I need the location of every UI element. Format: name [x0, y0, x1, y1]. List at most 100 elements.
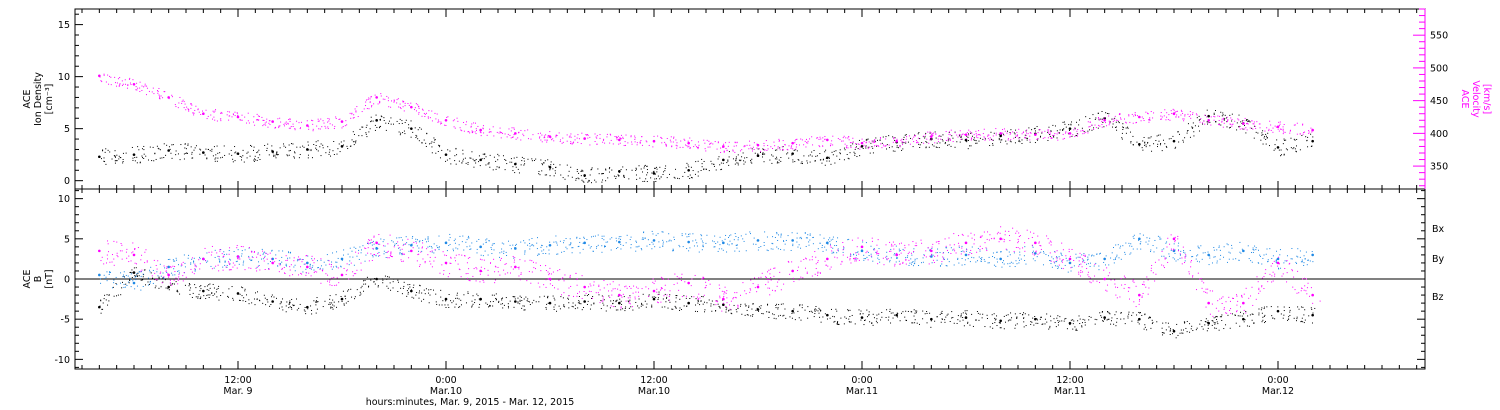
density-sample — [315, 147, 317, 149]
bx-sample — [460, 304, 462, 306]
by-sample — [173, 268, 175, 270]
bx-sample — [137, 272, 139, 274]
bx-sample — [1241, 315, 1243, 317]
density-sample — [763, 153, 765, 155]
density-sample — [215, 154, 217, 156]
by-sample — [715, 243, 717, 245]
density-sample — [776, 158, 778, 160]
density-sample — [618, 174, 620, 176]
density-sample — [340, 141, 342, 143]
density-sample — [787, 152, 789, 154]
density-sample — [757, 148, 759, 150]
velocity-sample — [1119, 113, 1121, 115]
bx-sample — [244, 290, 246, 292]
velocity-sample — [625, 134, 627, 136]
velocity-sample — [428, 110, 430, 112]
velocity-sample — [441, 122, 443, 124]
density-sample — [697, 171, 699, 173]
bx-sample — [800, 319, 802, 321]
density-sample — [855, 146, 857, 148]
by-sample — [501, 242, 503, 244]
bx-sample — [819, 316, 821, 318]
bx-sample — [264, 297, 266, 299]
by-sample — [604, 245, 606, 247]
density-sample — [1068, 124, 1070, 126]
density-sample — [1115, 126, 1117, 128]
bx-sample — [1084, 321, 1086, 323]
by-sample — [257, 252, 259, 254]
by-sample — [726, 251, 728, 253]
bx-sample — [822, 316, 824, 318]
velocity-sample — [697, 146, 699, 148]
by-sample — [702, 242, 704, 244]
velocity-sample — [510, 137, 512, 139]
by-sample — [271, 250, 273, 252]
density-sample — [308, 149, 310, 151]
density-sample — [1111, 118, 1113, 120]
velocity-sample — [874, 145, 876, 147]
by-sample — [123, 276, 125, 278]
density-sample — [488, 163, 490, 165]
by-sample — [458, 244, 460, 246]
density-sample — [871, 146, 873, 148]
bx-sample — [432, 289, 434, 291]
bx-sample — [1040, 316, 1042, 318]
velocity-sample — [636, 142, 638, 144]
bx-sample — [628, 307, 630, 309]
velocity-sample — [620, 134, 622, 136]
bx-sample — [519, 303, 521, 305]
bx-sample — [374, 278, 376, 280]
bx-sample — [519, 300, 521, 302]
velocity-sample — [868, 141, 870, 143]
bx-sample — [967, 322, 969, 324]
velocity-sample — [917, 137, 919, 139]
density-sample — [425, 142, 427, 144]
density-sample — [685, 167, 687, 169]
by-sample — [224, 264, 226, 266]
density-sample — [1155, 140, 1157, 142]
bx-sample — [502, 303, 504, 305]
velocity-sample — [1025, 137, 1027, 139]
velocity-sample — [841, 140, 843, 142]
velocity-point — [1311, 128, 1314, 132]
density-sample — [531, 158, 533, 160]
bx-sample — [1162, 332, 1164, 334]
velocity-point — [410, 105, 413, 109]
bx-sample — [313, 300, 315, 302]
field-tick-label: 5 — [64, 234, 70, 245]
by-sample — [817, 248, 819, 250]
density-sample — [701, 166, 703, 168]
density-sample — [692, 170, 694, 172]
density-sample — [346, 145, 348, 147]
velocity-sample — [795, 148, 797, 150]
by-sample — [647, 239, 649, 241]
by-sample — [452, 248, 454, 250]
velocity-sample — [624, 144, 626, 146]
velocity-sample — [513, 134, 515, 136]
velocity-sample — [279, 125, 281, 127]
density-sample — [549, 169, 551, 171]
bx-sample — [739, 305, 741, 307]
by-sample — [120, 272, 122, 274]
velocity-sample — [316, 125, 318, 127]
density-sample — [836, 155, 838, 157]
density-sample — [515, 166, 517, 168]
velocity-sample — [402, 101, 404, 103]
bx-sample — [675, 297, 677, 299]
velocity-sample — [139, 81, 141, 83]
velocity-sample — [1018, 128, 1020, 130]
bx-sample — [1207, 327, 1209, 329]
bx-sample — [860, 310, 862, 312]
bx-sample — [798, 317, 800, 319]
velocity-sample — [1054, 133, 1056, 135]
bx-sample — [447, 304, 449, 306]
velocity-sample — [1214, 116, 1216, 118]
velocity-sample — [576, 137, 578, 139]
density-sample — [139, 162, 141, 164]
bx-sample — [758, 310, 760, 312]
bx-point — [756, 308, 760, 311]
by-sample — [470, 248, 472, 250]
velocity-sample — [618, 143, 620, 145]
density-sample — [211, 148, 213, 150]
field-tick-label: -10 — [54, 355, 70, 366]
